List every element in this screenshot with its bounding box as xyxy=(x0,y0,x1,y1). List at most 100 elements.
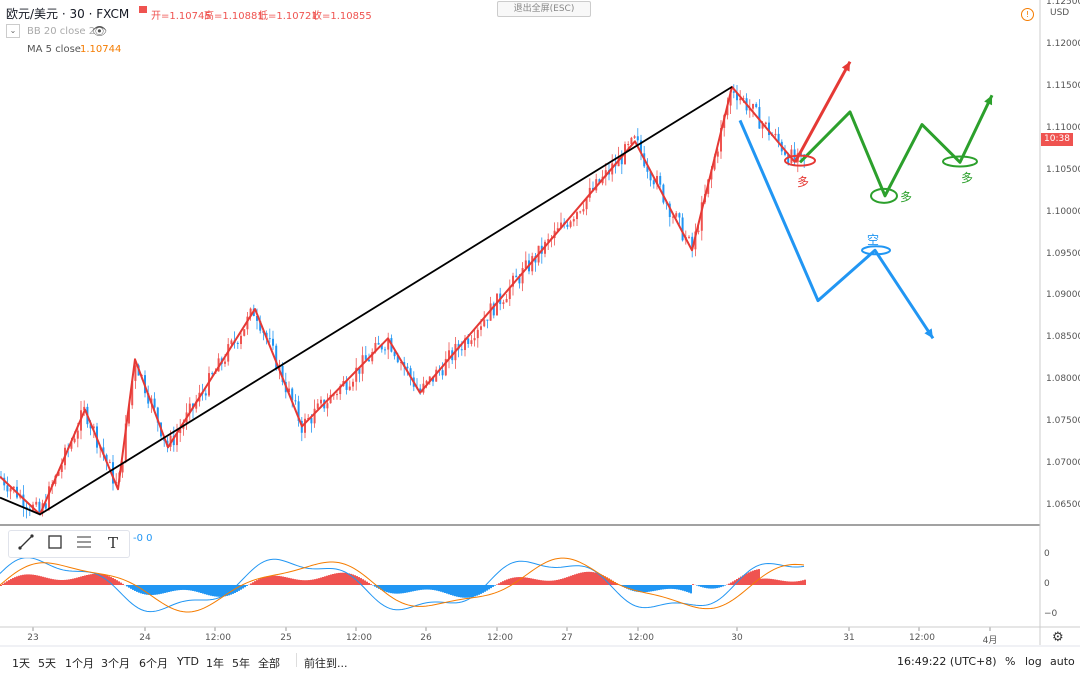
histogram-bar xyxy=(12,578,14,585)
histogram-bar xyxy=(544,581,546,585)
histogram-bar xyxy=(792,582,794,585)
histogram-bar xyxy=(478,585,480,595)
histogram-bar xyxy=(798,581,800,585)
histogram-bar xyxy=(222,585,224,597)
histogram-bar xyxy=(502,581,504,585)
collapse-chevron-icon[interactable]: ⌄ xyxy=(6,24,20,38)
clock-display[interactable]: 16:49:22 (UTC+8) xyxy=(897,655,997,668)
histogram-bar xyxy=(34,575,36,585)
range-button[interactable]: 5天 xyxy=(38,655,56,671)
candle-body xyxy=(630,138,632,144)
histogram-bar xyxy=(84,575,86,585)
range-button[interactable]: 3个月 xyxy=(101,655,130,671)
histogram-bar xyxy=(400,585,402,593)
flag-icon[interactable] xyxy=(139,6,147,15)
text-tool-icon[interactable]: T xyxy=(102,533,124,553)
histogram-bar xyxy=(748,572,750,585)
symbol-title: 欧元/美元 · 30 · FXCM xyxy=(6,5,129,22)
histogram-bar xyxy=(58,580,60,585)
candle-body xyxy=(483,320,485,327)
price-tick: 1.11000 xyxy=(1046,123,1080,133)
histogram-bar xyxy=(528,578,530,585)
range-button[interactable]: 1天 xyxy=(12,655,30,671)
range-button[interactable]: 全部 xyxy=(258,655,280,671)
time-tick: 23 xyxy=(23,633,43,643)
histogram-bar xyxy=(684,585,686,591)
percent-toggle[interactable]: % xyxy=(1005,655,1015,668)
histogram-bar xyxy=(534,579,536,585)
candle-body xyxy=(243,329,245,336)
histogram-bar xyxy=(210,585,212,596)
fib-tool-icon[interactable] xyxy=(73,533,95,553)
candle-body xyxy=(637,136,639,140)
candle-body xyxy=(38,502,40,513)
price-tick: 1.10500 xyxy=(1046,165,1080,175)
open-value: 开=1.10745 xyxy=(151,7,211,22)
warning-icon[interactable]: ! xyxy=(1021,8,1034,21)
histogram-bar xyxy=(38,576,40,585)
histogram-bar xyxy=(154,585,156,595)
histogram-bar xyxy=(648,585,650,592)
histogram-bar xyxy=(342,573,344,585)
histogram-bar xyxy=(62,580,64,585)
range-button[interactable]: 1年 xyxy=(206,655,224,671)
auto-toggle[interactable]: auto xyxy=(1050,655,1075,668)
histogram-bar xyxy=(282,577,284,585)
ma-indicator-value: 1.10744 xyxy=(80,44,121,55)
histogram-bar xyxy=(686,585,688,592)
histogram-bar xyxy=(150,585,152,595)
histogram-bar xyxy=(786,581,788,585)
histogram-bar xyxy=(334,574,336,585)
histogram-bar xyxy=(206,585,208,595)
exit-fullscreen-button[interactable]: 退出全屏(ESC) xyxy=(497,1,591,17)
range-button[interactable]: 6个月 xyxy=(139,655,168,671)
candle-body xyxy=(627,144,629,145)
time-tick: 12:00 xyxy=(909,633,929,643)
candle-body xyxy=(240,336,242,344)
trendline-tool-icon[interactable] xyxy=(15,533,37,553)
histogram-bar xyxy=(256,580,258,585)
histogram-bar xyxy=(488,585,490,589)
histogram-bar xyxy=(208,585,210,595)
candle-body xyxy=(752,104,754,109)
range-button[interactable]: YTD xyxy=(177,655,199,668)
histogram-bar xyxy=(678,585,680,590)
eye-icon[interactable]: 👁 xyxy=(92,24,107,38)
histogram-bar xyxy=(292,579,294,585)
histogram-bar xyxy=(584,572,586,585)
range-button[interactable]: 5年 xyxy=(232,655,250,671)
histogram-bar xyxy=(186,585,188,590)
histogram-bar xyxy=(652,585,654,591)
osc-value-label: -0 0 xyxy=(133,533,153,544)
histogram-bar xyxy=(308,580,310,585)
histogram-bar xyxy=(696,585,698,586)
histogram-bar xyxy=(326,576,328,585)
bb-indicator-label: BB 20 close 2 xyxy=(27,26,95,37)
histogram-bar xyxy=(706,585,708,588)
log-toggle[interactable]: log xyxy=(1025,655,1042,668)
histogram-bar xyxy=(546,581,548,585)
histogram-bar xyxy=(56,580,58,585)
histogram-bar xyxy=(412,585,414,591)
histogram-bar xyxy=(680,585,682,590)
histogram-bar xyxy=(768,579,770,585)
histogram-bar xyxy=(284,577,286,585)
histogram-bar xyxy=(30,574,32,585)
rectangle-tool-icon[interactable] xyxy=(44,533,66,553)
goto-date-button[interactable]: 前往到... xyxy=(304,655,348,671)
histogram-bar xyxy=(730,583,732,585)
histogram-bar xyxy=(302,580,304,585)
histogram-bar xyxy=(540,580,542,585)
settings-gear-icon[interactable]: ⚙ xyxy=(1052,630,1064,645)
range-button[interactable]: 1个月 xyxy=(65,655,94,671)
histogram-bar xyxy=(710,585,712,589)
candle-body xyxy=(384,349,386,350)
histogram-bar xyxy=(286,577,288,585)
candle-body xyxy=(109,462,111,463)
histogram-bar xyxy=(164,585,166,593)
histogram-bar xyxy=(446,585,448,594)
histogram-bar xyxy=(346,573,348,585)
histogram-bar xyxy=(60,580,62,585)
candle-body xyxy=(678,213,680,217)
